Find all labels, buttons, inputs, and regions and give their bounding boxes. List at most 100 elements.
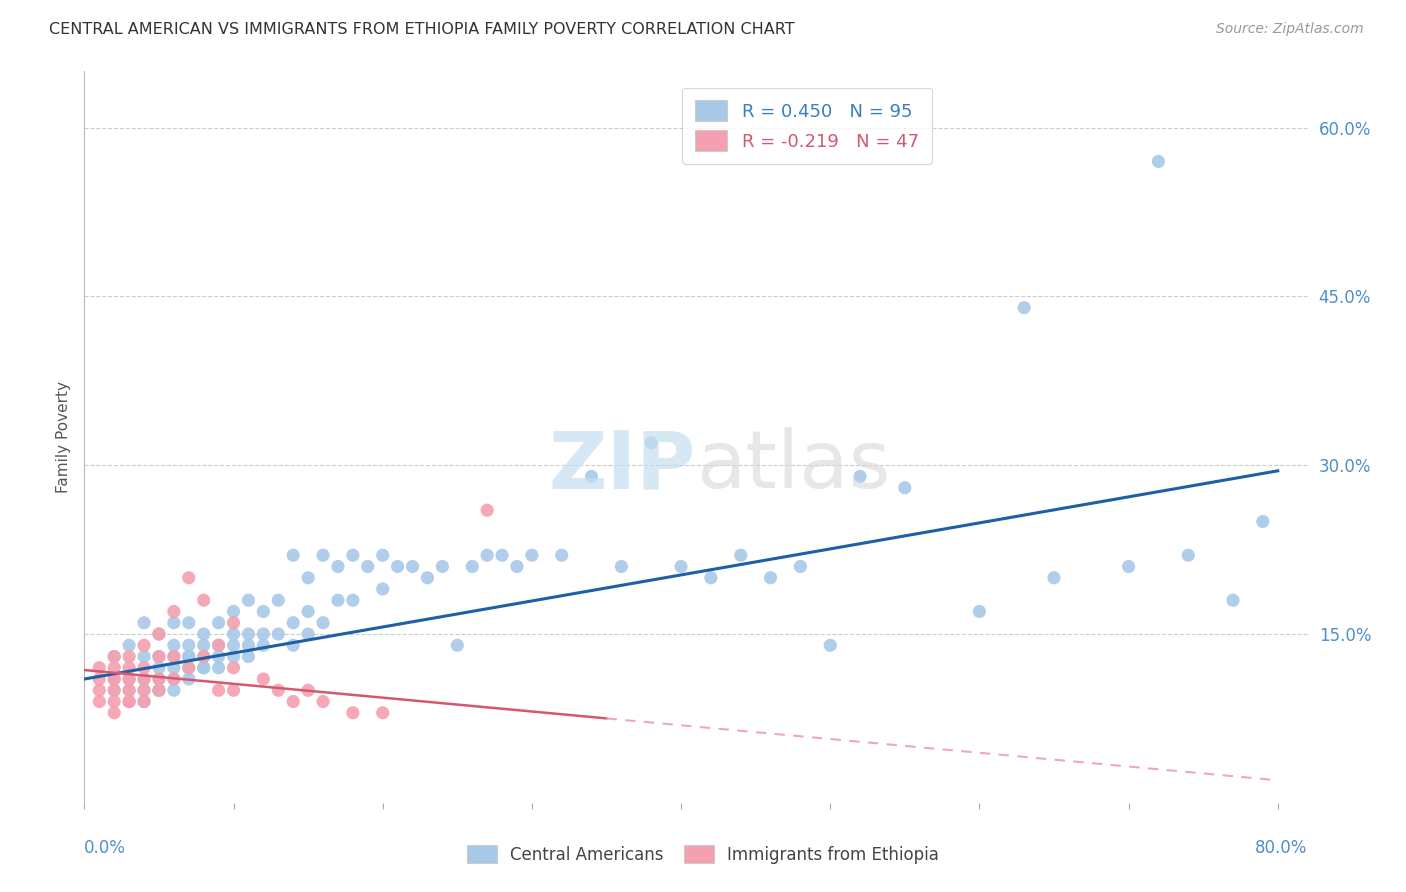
Legend: R = 0.450   N = 95, R = -0.219   N = 47: R = 0.450 N = 95, R = -0.219 N = 47 (682, 87, 932, 164)
Point (432, 559, 454, 574)
Point (1118, 559, 1140, 574)
Point (283, 548, 305, 562)
Point (297, 571, 319, 585)
Point (342, 548, 364, 562)
Point (222, 661, 245, 675)
Point (1147, 154, 1170, 169)
Point (148, 683, 170, 698)
Point (118, 672, 141, 686)
Point (252, 672, 274, 686)
Point (193, 661, 215, 675)
Point (89, 694, 111, 708)
Point (969, 605, 991, 619)
Point (312, 548, 335, 562)
Point (849, 469, 872, 483)
Point (371, 582, 394, 596)
Point (193, 593, 215, 607)
Point (207, 661, 229, 675)
Point (193, 627, 215, 641)
Point (222, 627, 245, 641)
Point (207, 683, 229, 698)
Point (416, 571, 439, 585)
Point (222, 605, 245, 619)
Point (207, 615, 229, 630)
Point (177, 661, 200, 675)
Point (252, 627, 274, 641)
Point (148, 649, 170, 664)
Point (132, 672, 155, 686)
Point (132, 615, 155, 630)
Point (581, 469, 603, 483)
Point (506, 559, 529, 574)
Point (148, 683, 170, 698)
Point (207, 638, 229, 652)
Point (700, 571, 723, 585)
Point (312, 615, 335, 630)
Point (132, 694, 155, 708)
Point (118, 661, 141, 675)
Point (342, 593, 364, 607)
Point (89, 683, 111, 698)
Point (1251, 515, 1274, 529)
Point (103, 672, 125, 686)
Legend: Central Americans, Immigrants from Ethiopia: Central Americans, Immigrants from Ethio… (460, 838, 946, 871)
Point (267, 683, 290, 698)
Point (118, 683, 141, 698)
Text: CENTRAL AMERICAN VS IMMIGRANTS FROM ETHIOPIA FAMILY POVERTY CORRELATION CHART: CENTRAL AMERICAN VS IMMIGRANTS FROM ETHI… (49, 22, 794, 37)
Point (1177, 548, 1199, 562)
Point (103, 649, 125, 664)
Point (177, 615, 200, 630)
Point (283, 615, 305, 630)
Point (132, 649, 155, 664)
Point (132, 672, 155, 686)
Point (118, 672, 141, 686)
Point (342, 706, 364, 720)
Point (163, 649, 186, 664)
Point (193, 649, 215, 664)
Point (238, 638, 260, 652)
Point (148, 672, 170, 686)
Point (118, 638, 141, 652)
Point (118, 672, 141, 686)
Point (177, 571, 200, 585)
Point (238, 649, 260, 664)
Point (222, 649, 245, 664)
Point (252, 638, 274, 652)
Point (491, 548, 513, 562)
Point (103, 683, 125, 698)
Point (551, 548, 574, 562)
Point (163, 661, 186, 675)
Point (132, 661, 155, 675)
Point (283, 638, 305, 652)
Point (475, 503, 498, 517)
Point (222, 615, 245, 630)
Point (118, 683, 141, 698)
Point (297, 627, 319, 641)
Point (103, 694, 125, 708)
Point (103, 661, 125, 675)
Point (163, 672, 186, 686)
Point (118, 694, 141, 708)
Point (103, 649, 125, 664)
Point (267, 627, 290, 641)
Point (163, 615, 186, 630)
Point (640, 435, 662, 450)
Point (89, 661, 111, 675)
Point (312, 694, 335, 708)
Point (610, 559, 633, 574)
Point (103, 672, 125, 686)
Point (193, 638, 215, 652)
Point (163, 605, 186, 619)
Point (118, 694, 141, 708)
Point (1043, 571, 1066, 585)
Point (163, 638, 186, 652)
Point (789, 559, 811, 574)
Point (177, 649, 200, 664)
Point (193, 661, 215, 675)
Text: atlas: atlas (696, 427, 890, 506)
Point (207, 649, 229, 664)
Point (759, 571, 782, 585)
Point (132, 694, 155, 708)
Point (148, 627, 170, 641)
Point (118, 649, 141, 664)
